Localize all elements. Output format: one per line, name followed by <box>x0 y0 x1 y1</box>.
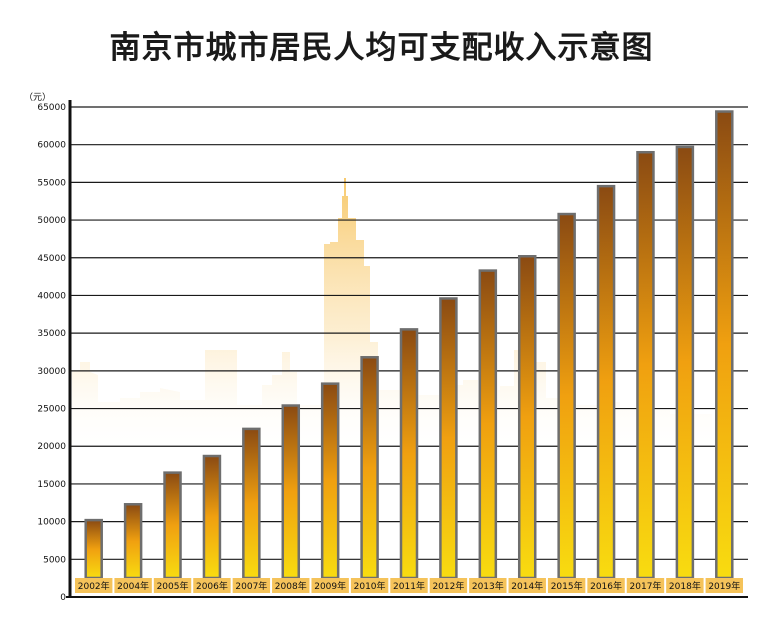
category-label-bg <box>153 578 192 593</box>
y-unit-label: （元） <box>24 92 51 103</box>
bar-2005年 <box>163 471 182 580</box>
category-label-bg <box>350 578 389 593</box>
bar-series <box>84 110 734 580</box>
category-label: 2010年 <box>354 580 386 592</box>
bar-2018年 <box>675 145 695 580</box>
category-label: 2013年 <box>472 580 504 592</box>
bar-2015年 <box>557 212 576 580</box>
category-label: 2018年 <box>669 580 701 592</box>
bar-2017年 <box>636 150 655 580</box>
category-label-bg <box>114 578 152 593</box>
category-label-bg <box>311 578 349 593</box>
city-skyline-illustration <box>72 178 712 455</box>
category-label-bg <box>75 578 113 593</box>
bar-2002年 <box>84 518 103 580</box>
x-category-labels: 2002年 2004年 2005年 2006年 2007年 2008年 2009年 2010年… <box>75 578 743 593</box>
bar-2014年 <box>517 255 537 580</box>
bar-2019年 <box>715 110 734 580</box>
category-label-bg <box>272 578 310 593</box>
category-label: 2016年 <box>590 580 622 592</box>
y-tick-label: 45000 <box>37 254 66 264</box>
y-tick-label: 50000 <box>37 216 66 226</box>
bar-2008年 <box>281 404 301 580</box>
category-label: 2002年 <box>78 580 110 592</box>
category-label: 2014年 <box>511 580 543 592</box>
bar-2007年 <box>242 427 261 580</box>
chart-title: 南京市城市居民人均可支配收入示意图 <box>109 30 654 66</box>
category-label: 2011年 <box>393 580 425 592</box>
category-label: 2007年 <box>235 580 267 592</box>
category-label: 2008年 <box>275 580 307 592</box>
category-label: 2019年 <box>708 580 740 592</box>
category-label-bg <box>193 578 231 593</box>
y-gridlines <box>66 106 748 598</box>
bar-2012年 <box>439 297 458 580</box>
y-tick-label: 55000 <box>37 178 66 188</box>
bar-2011年 <box>399 328 419 580</box>
category-label-bg <box>508 578 546 593</box>
bar-2010年 <box>360 356 379 580</box>
category-label-bg <box>626 578 665 593</box>
category-label: 2009年 <box>314 580 346 592</box>
y-tick-label: 65000 <box>37 103 66 113</box>
y-tick-label: 10000 <box>37 518 66 528</box>
category-label: 2012年 <box>432 580 464 592</box>
category-label: 2004年 <box>117 580 149 592</box>
category-label-bg <box>666 578 704 593</box>
y-tick-label: 15000 <box>37 480 66 490</box>
category-label-bg <box>469 578 507 593</box>
category-label: 2006年 <box>196 580 228 592</box>
y-axis-ticks: 0 5000 10000 15000 20000 25000 30000 35000 40000… <box>37 103 66 603</box>
category-label-bg <box>705 578 743 593</box>
y-tick-label: 20000 <box>37 442 66 452</box>
bar-2009年 <box>320 382 340 580</box>
y-tick-label: 25000 <box>37 405 66 415</box>
y-tick-label: 60000 <box>37 141 66 151</box>
y-tick-label: 5000 <box>43 555 66 565</box>
y-tick-label: 40000 <box>37 291 66 301</box>
category-label-bg <box>232 578 271 593</box>
bar-2013年 <box>478 269 498 580</box>
category-label: 2005年 <box>157 580 189 592</box>
y-tick-label: 35000 <box>37 329 66 339</box>
bar-2006年 <box>202 454 222 580</box>
category-label: 2017年 <box>630 580 662 592</box>
category-label-bg <box>429 578 468 593</box>
category-label-bg <box>390 578 428 593</box>
category-label: 2015年 <box>551 580 583 592</box>
category-label-bg <box>547 578 586 593</box>
y-tick-label: 30000 <box>37 367 66 377</box>
bar-2016年 <box>596 184 616 580</box>
y-tick-label: 0 <box>60 593 66 603</box>
category-label-bg <box>587 578 625 593</box>
bar-2004年 <box>123 503 143 580</box>
